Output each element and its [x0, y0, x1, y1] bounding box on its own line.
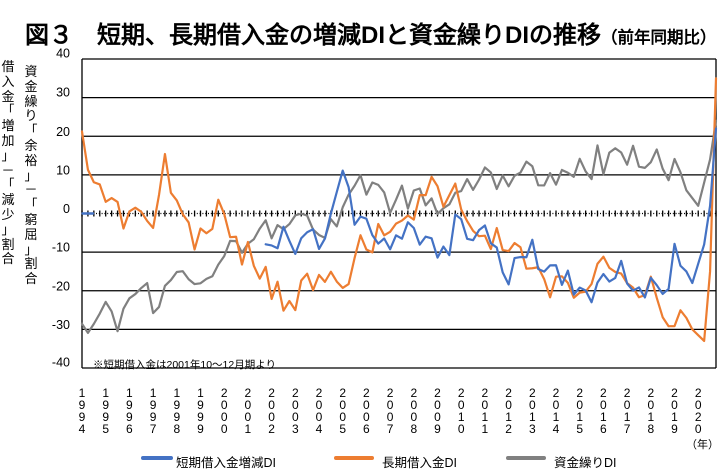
svg-text:9: 9: [197, 422, 204, 436]
svg-text:10: 10: [56, 163, 70, 177]
svg-text:7: 7: [150, 422, 157, 436]
svg-text:2: 2: [268, 422, 275, 436]
svg-text:30: 30: [56, 86, 70, 100]
svg-text:6: 6: [363, 422, 370, 436]
svg-text:1: 1: [245, 422, 252, 436]
svg-text:4: 4: [553, 422, 560, 436]
svg-text:5: 5: [102, 422, 109, 436]
svg-text:2: 2: [505, 422, 512, 436]
svg-text:-20: -20: [52, 279, 70, 293]
svg-text:7: 7: [387, 422, 394, 436]
svg-text:3: 3: [529, 422, 536, 436]
svg-text:-40: -40: [52, 356, 70, 370]
svg-text:20: 20: [56, 125, 70, 139]
svg-text:6: 6: [126, 422, 133, 436]
svg-text:-30: -30: [52, 318, 70, 332]
svg-text:8: 8: [647, 422, 654, 436]
svg-text:8: 8: [173, 422, 180, 436]
svg-text:40: 40: [56, 47, 70, 61]
svg-text:6: 6: [600, 422, 607, 436]
svg-text:0: 0: [221, 422, 228, 436]
svg-text:5: 5: [339, 422, 346, 436]
svg-text:5: 5: [576, 422, 583, 436]
svg-text:0: 0: [63, 202, 70, 216]
svg-text:1: 1: [482, 422, 489, 436]
svg-text:4: 4: [316, 422, 323, 436]
svg-text:8: 8: [410, 422, 417, 436]
svg-text:7: 7: [624, 422, 631, 436]
svg-text:0: 0: [458, 422, 465, 436]
svg-text:0: 0: [695, 422, 702, 436]
svg-text:9: 9: [671, 422, 678, 436]
svg-text:9: 9: [434, 422, 441, 436]
svg-text:3: 3: [292, 422, 299, 436]
svg-text:-10: -10: [52, 241, 70, 255]
svg-text:4: 4: [79, 422, 86, 436]
